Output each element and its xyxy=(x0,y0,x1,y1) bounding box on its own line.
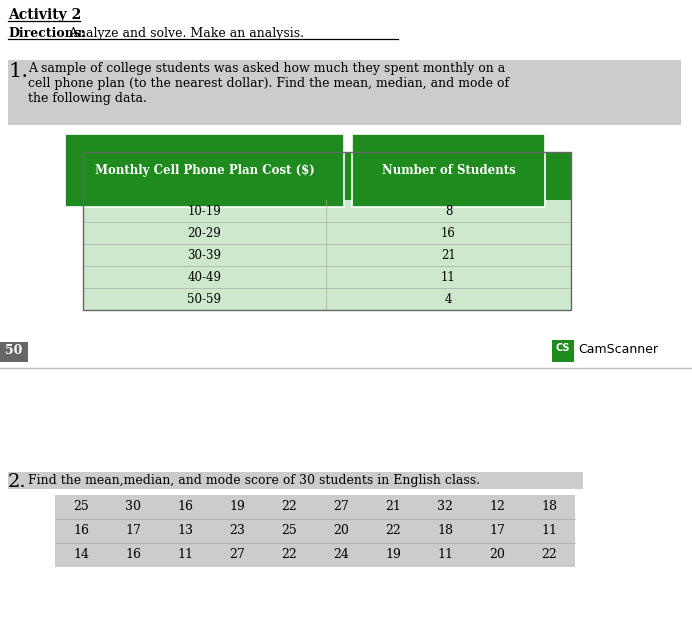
Text: 24: 24 xyxy=(333,548,349,561)
Text: 22: 22 xyxy=(541,548,557,561)
Text: 16: 16 xyxy=(177,500,193,513)
Bar xyxy=(55,519,575,543)
Text: 11: 11 xyxy=(177,548,193,561)
Text: 16: 16 xyxy=(441,227,456,240)
Bar xyxy=(55,543,575,567)
Text: Analyze and solve. Make an analysis.: Analyze and solve. Make an analysis. xyxy=(65,27,304,40)
Text: 14: 14 xyxy=(73,548,89,561)
Text: 13: 13 xyxy=(177,524,193,537)
Text: 50-59: 50-59 xyxy=(188,293,221,306)
Bar xyxy=(83,288,571,310)
Text: A sample of college students was asked how much they spent monthly on a: A sample of college students was asked h… xyxy=(28,62,505,75)
Text: CamScanner: CamScanner xyxy=(578,343,658,356)
Bar xyxy=(0,342,28,362)
Text: 25: 25 xyxy=(73,500,89,513)
Text: Find the mean,median, and mode score of 30 students in English class.: Find the mean,median, and mode score of … xyxy=(28,474,480,487)
Text: 16: 16 xyxy=(73,524,89,537)
Text: 23: 23 xyxy=(229,524,245,537)
Text: 17: 17 xyxy=(125,524,141,537)
Text: 18: 18 xyxy=(541,500,557,513)
Text: 19: 19 xyxy=(229,500,245,513)
Text: cell phone plan (to the nearest dollar). Find the mean, median, and mode of: cell phone plan (to the nearest dollar).… xyxy=(28,77,509,90)
Bar xyxy=(552,340,574,362)
Text: 12: 12 xyxy=(489,500,505,513)
Text: 22: 22 xyxy=(385,524,401,537)
Text: Number of Students: Number of Students xyxy=(381,164,516,177)
Bar xyxy=(83,152,571,310)
Text: 22: 22 xyxy=(281,548,297,561)
Text: 18: 18 xyxy=(437,524,453,537)
Text: 19: 19 xyxy=(385,548,401,561)
Text: 4: 4 xyxy=(445,293,453,306)
Text: 27: 27 xyxy=(229,548,245,561)
Text: Directions:: Directions: xyxy=(8,27,85,40)
Text: 20: 20 xyxy=(489,548,505,561)
Text: 21: 21 xyxy=(385,500,401,513)
Text: 16: 16 xyxy=(125,548,141,561)
Bar xyxy=(55,495,575,519)
Text: 17: 17 xyxy=(489,524,505,537)
Text: 27: 27 xyxy=(333,500,349,513)
Bar xyxy=(83,244,571,266)
Bar xyxy=(8,60,681,125)
Text: 2.: 2. xyxy=(8,473,26,491)
Text: 22: 22 xyxy=(281,500,297,513)
Text: Monthly Cell Phone Plan Cost ($): Monthly Cell Phone Plan Cost ($) xyxy=(95,164,314,177)
Text: 21: 21 xyxy=(441,249,456,262)
Bar xyxy=(83,200,571,222)
Text: 10-19: 10-19 xyxy=(188,205,221,218)
Text: 25: 25 xyxy=(281,524,297,537)
Bar xyxy=(83,266,571,288)
Bar xyxy=(83,152,571,200)
Text: 30: 30 xyxy=(125,500,141,513)
Text: 30-39: 30-39 xyxy=(188,249,221,262)
Text: 20-29: 20-29 xyxy=(188,227,221,240)
Text: CS: CS xyxy=(556,343,570,353)
Bar xyxy=(83,222,571,244)
Text: 1.: 1. xyxy=(8,62,28,81)
Text: 40-49: 40-49 xyxy=(188,271,221,284)
Text: 11: 11 xyxy=(441,271,456,284)
Text: 11: 11 xyxy=(541,524,557,537)
Text: 32: 32 xyxy=(437,500,453,513)
Text: 20: 20 xyxy=(333,524,349,537)
Text: 11: 11 xyxy=(437,548,453,561)
Text: 50: 50 xyxy=(6,344,23,357)
Text: Activity 2: Activity 2 xyxy=(8,8,81,22)
Bar xyxy=(8,472,583,489)
Text: 8: 8 xyxy=(445,205,452,218)
Text: the following data.: the following data. xyxy=(28,92,147,105)
